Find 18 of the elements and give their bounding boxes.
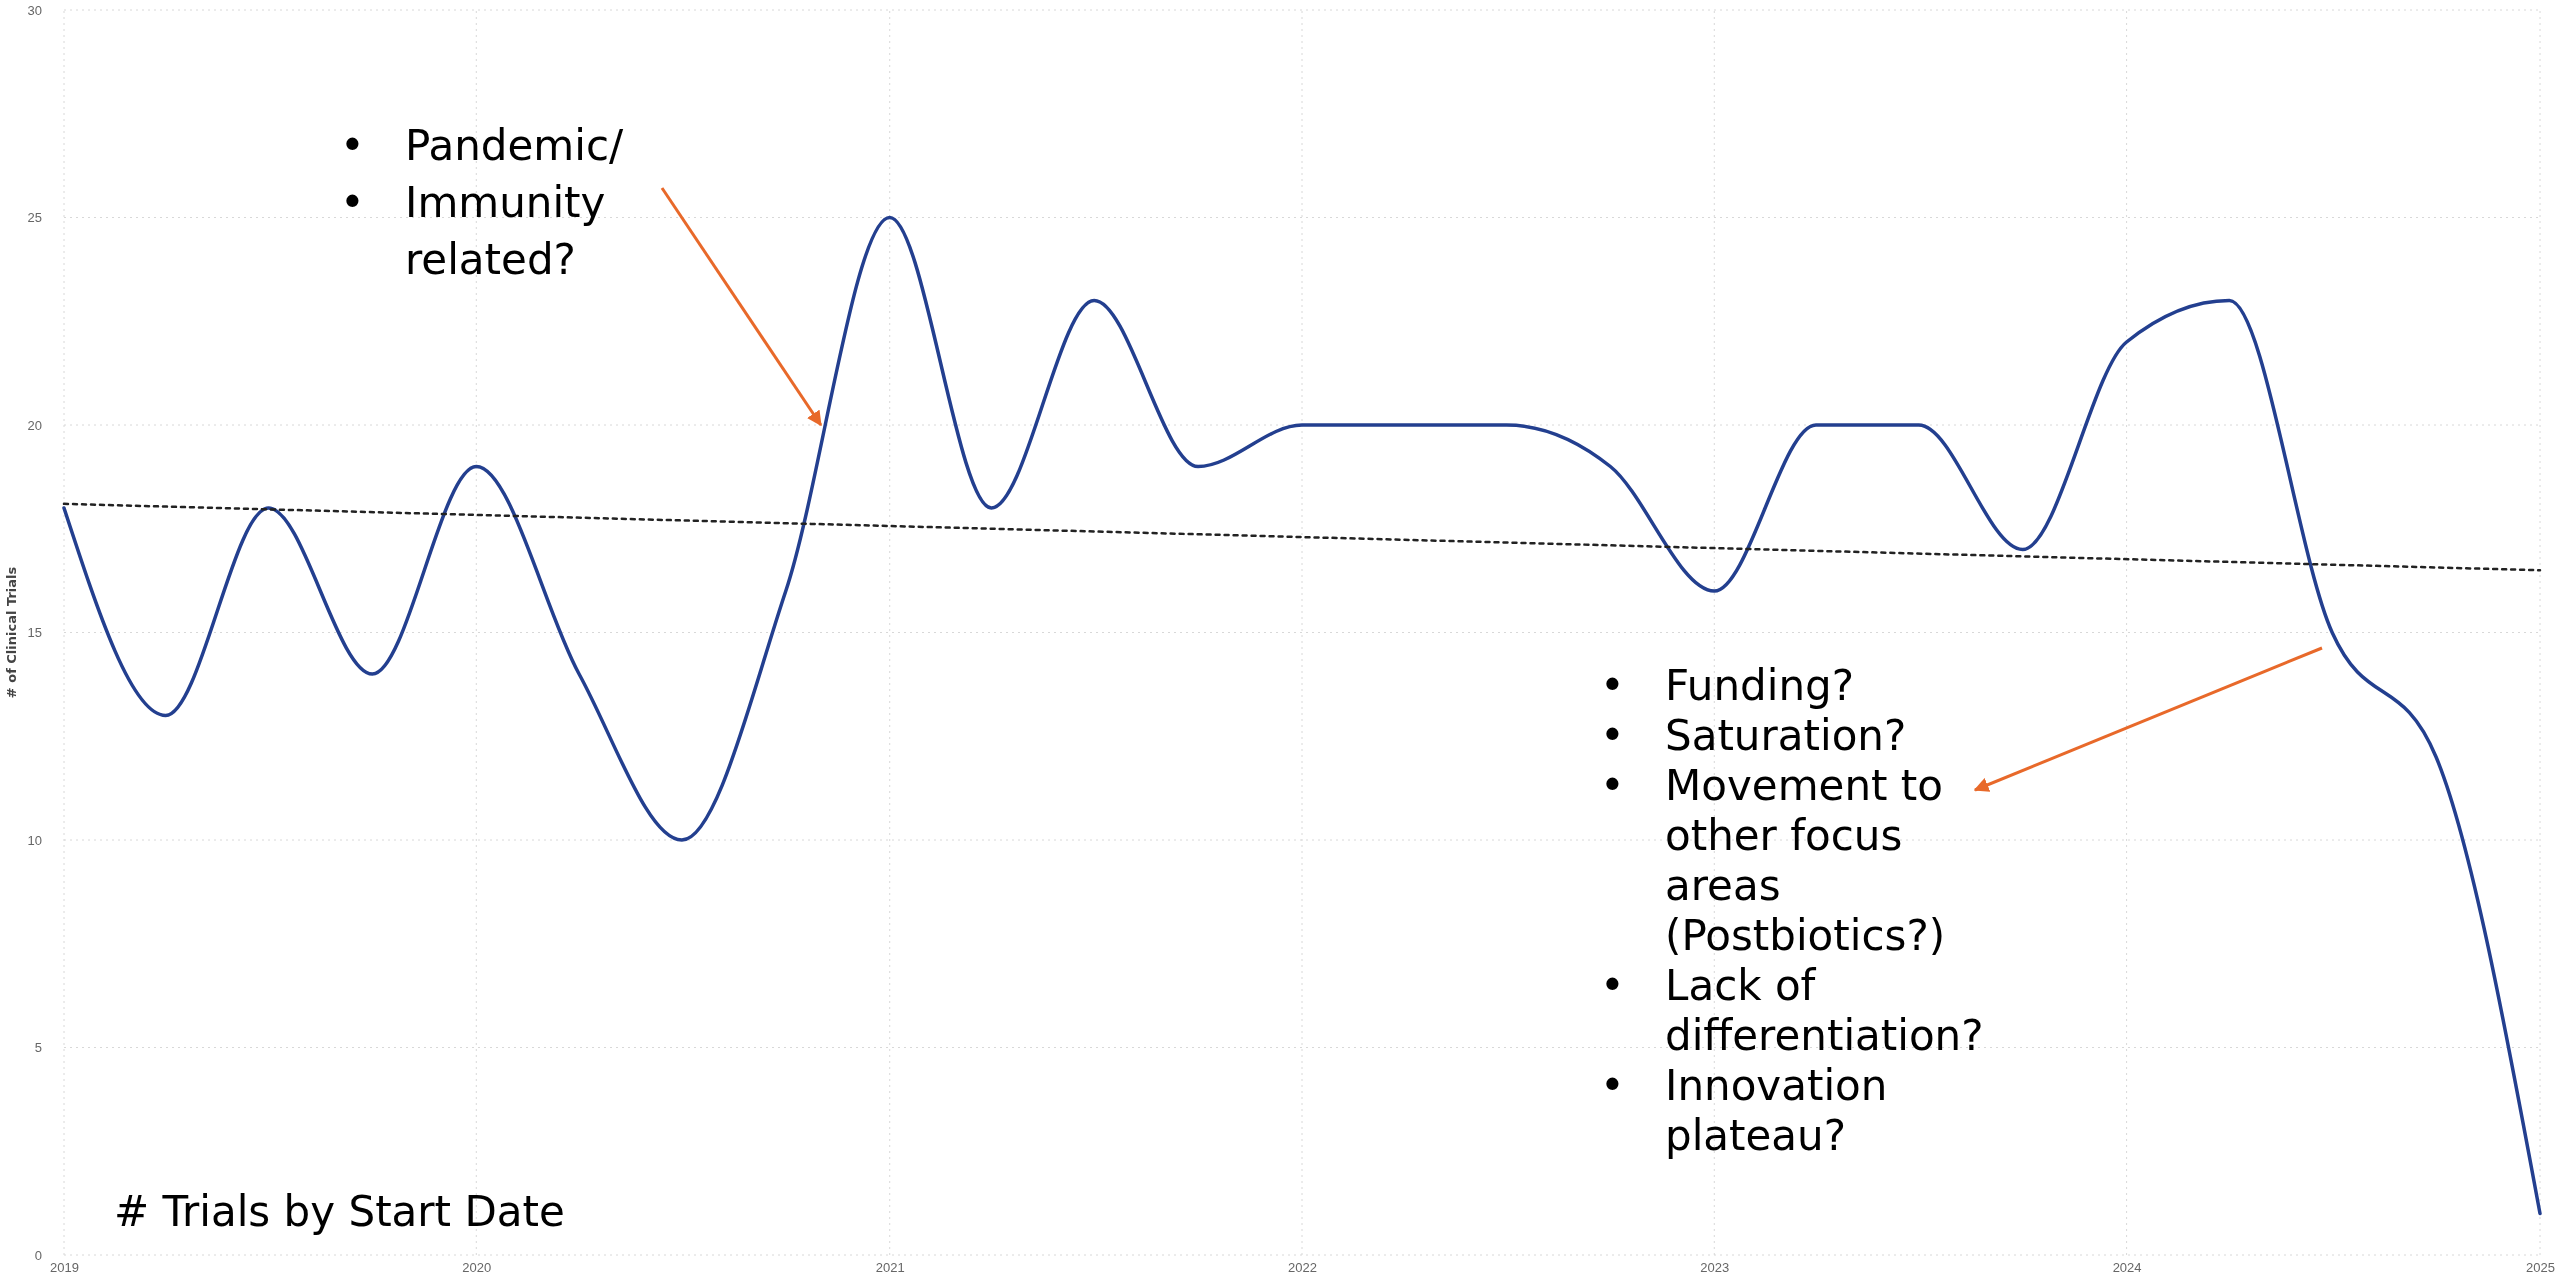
- y-tick-label: 25: [27, 210, 42, 226]
- x-tick-label: 2023: [1700, 1260, 1730, 1275]
- x-tick-label: 2020: [462, 1260, 492, 1275]
- x-tick-label: 2021: [875, 1260, 905, 1275]
- y-tick-label: 15: [27, 625, 42, 641]
- annotation: • Pandemic/ • Immunity related?: [340, 121, 624, 284]
- x-tick-label: 2019: [50, 1260, 79, 1275]
- y-axis-title: # of Clinical Trials: [4, 566, 19, 699]
- x-tick-label: 2022: [1288, 1260, 1317, 1275]
- y-tick-label: 5: [34, 1040, 42, 1056]
- y-tick-label: 30: [27, 2, 42, 18]
- text: # Trials by Start Date: [114, 1187, 565, 1236]
- text: • Funding? • Saturation? • Movement to other focus areas (Postbiotics?) • Lack of differentiation? • Innovation plateau?: [1600, 661, 1984, 1160]
- y-tick-label: 0: [34, 1247, 42, 1263]
- x-tick-label: 2024: [2112, 1260, 2142, 1275]
- y-tick-label: 20: [27, 417, 42, 433]
- x-tick-label: 2025: [2526, 1260, 2555, 1275]
- y-tick-label: 10: [27, 832, 42, 848]
